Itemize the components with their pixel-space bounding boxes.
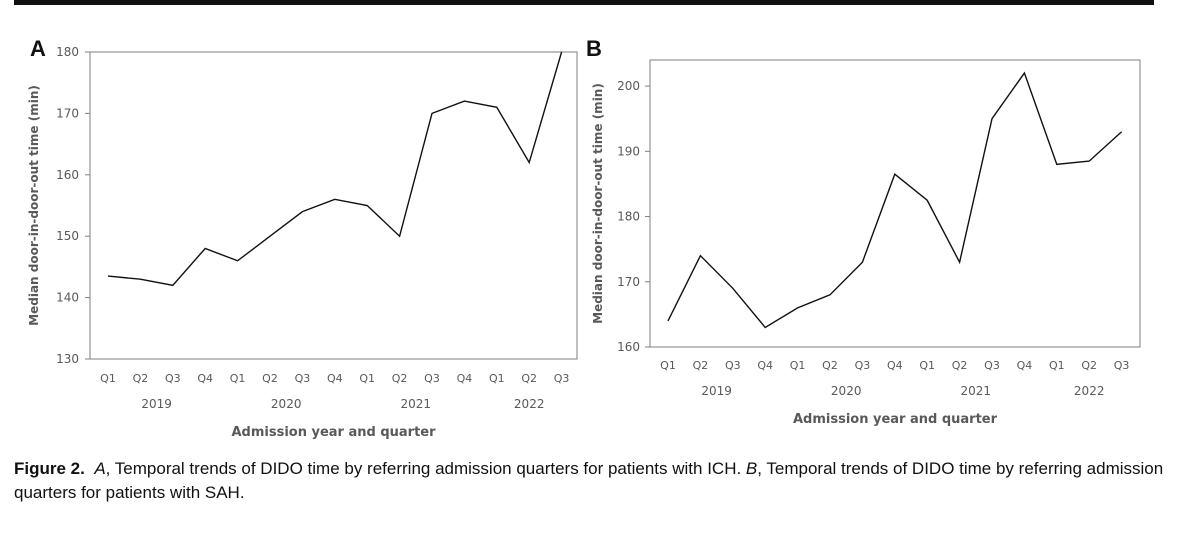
chart-a-y-tick-label: 180 <box>56 45 79 59</box>
chart-b-x-tick-label: Q3 <box>984 359 1000 372</box>
chart-b-year-label: 2021 <box>961 384 992 398</box>
chart-a-x-tick-label: Q2 <box>262 372 278 385</box>
chart-a-x-tick-label: Q4 <box>327 372 343 385</box>
chart-a-y-tick-label: 150 <box>56 229 79 243</box>
chart-a-x-tick-label: Q1 <box>100 372 116 385</box>
chart-b-series-line <box>667 71 1123 329</box>
chart-b-x-tick-label: Q4 <box>757 359 773 372</box>
chart-a-x-tick-label: Q2 <box>521 372 537 385</box>
chart-b-x-tick-label: Q3 <box>855 359 871 372</box>
chart-b-x-tick-label: Q4 <box>1017 359 1033 372</box>
panel-b-letter: B <box>586 36 602 61</box>
figure-caption: Figure 2. A, Temporal trends of DIDO tim… <box>14 457 1174 505</box>
chart-a-x-axis-label: Admission year and quarter <box>231 425 436 440</box>
chart-a-y-tick-label: 170 <box>56 106 79 120</box>
chart-a-x-tick-label: Q3 <box>165 372 181 385</box>
panel-a-letter: A <box>30 36 46 61</box>
chart-a-year-label: 2019 <box>141 397 172 411</box>
figure-charts: 130 140 150 160 170 180 Q1 Q2 Q3 Q4 Q1 Q2 Q3 Q4 Q1 Q2 Q3… <box>27 45 1141 440</box>
chart-b-x-tick-label: Q2 <box>1081 359 1097 372</box>
chart-b-year-label: 2022 <box>1074 384 1105 398</box>
chart-a-plot-frame <box>89 51 578 360</box>
chart-b-x-tick-label: Q2 <box>693 359 709 372</box>
chart-a-x-tick-label: Q1 <box>359 372 375 385</box>
chart-b-x-tick-label: Q1 <box>790 359 806 372</box>
chart-b-y-tick-label: 190 <box>617 144 640 158</box>
caption-panel-b-ref: B <box>745 459 758 478</box>
chart-b-plot-frame <box>649 59 1141 348</box>
chart-b-x-tick-label: Q4 <box>887 359 903 372</box>
chart-b-y-axis-label: Median door-in-door-out time (min) <box>591 83 605 324</box>
figure-label: Figure 2. <box>14 459 85 478</box>
chart-b-x-tick-label: Q2 <box>952 359 968 372</box>
chart-b-x-tick-label: Q3 <box>1114 359 1130 372</box>
chart-a-x-tick-label: Q1 <box>489 372 505 385</box>
chart-b-x-tick-label: Q1 <box>660 359 676 372</box>
chart-a-y-tick-label: 130 <box>56 352 79 366</box>
chart-a-x-tick-label: Q2 <box>392 372 408 385</box>
chart-a-series-line <box>107 51 563 287</box>
chart-b-x-tick-label: Q3 <box>725 359 741 372</box>
chart-b-year-label: 2020 <box>831 384 862 398</box>
chart-b-x-tick-label: Q1 <box>1049 359 1065 372</box>
chart-a-year-label: 2020 <box>271 397 302 411</box>
chart-b-x-tick-label: Q2 <box>822 359 838 372</box>
chart-a-x-tick-label: Q4 <box>197 372 213 385</box>
caption-text-a: , Temporal trends of DIDO time by referr… <box>105 459 746 478</box>
chart-a-x-tick-label: Q3 <box>554 372 570 385</box>
chart-a-year-label: 2021 <box>401 397 432 411</box>
caption-panel-a-ref: A <box>94 459 106 478</box>
chart-a-y-tick-label: 140 <box>56 291 79 305</box>
chart-b-y-tick-label: 200 <box>617 79 640 93</box>
chart-a-y-tick-label: 160 <box>56 168 79 182</box>
chart-b-x-axis-label: Admission year and quarter <box>793 412 998 427</box>
chart-b-year-label: 2019 <box>701 384 732 398</box>
chart-a-x-tick-label: Q2 <box>133 372 149 385</box>
chart-a-x-tick-label: Q4 <box>457 372 473 385</box>
chart-a-x-tick-label: Q3 <box>424 372 440 385</box>
chart-a-x-tick-label: Q3 <box>295 372 311 385</box>
chart-a-x-tick-label: Q1 <box>230 372 246 385</box>
chart-a-year-label: 2022 <box>514 397 545 411</box>
top-rule <box>14 0 1154 5</box>
chart-b-y-tick-label: 160 <box>617 340 640 354</box>
chart-b-y-tick-label: 180 <box>617 210 640 224</box>
chart-b-y-tick-label: 170 <box>617 275 640 289</box>
chart-b-x-tick-label: Q1 <box>919 359 935 372</box>
chart-a-y-axis-label: Median door-in-door-out time (min) <box>27 85 41 326</box>
caption-text-b: , Temporal trends of DIDO time by referr… <box>14 459 1164 502</box>
